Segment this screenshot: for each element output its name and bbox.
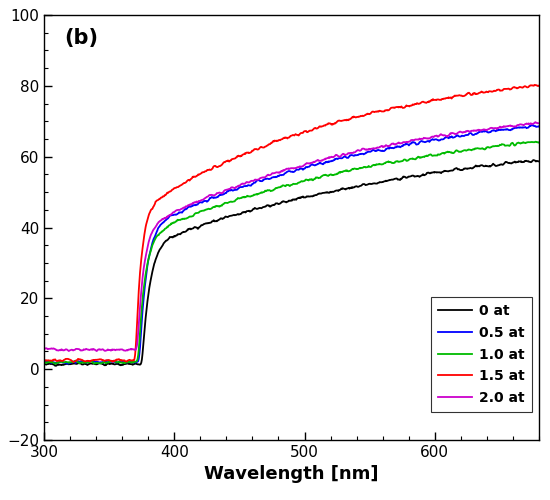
0.5 at bbox=[528, 122, 535, 128]
1.0 at bbox=[329, 172, 336, 178]
0 at bbox=[52, 363, 58, 369]
1.5 at bbox=[342, 117, 348, 123]
2.0 at bbox=[356, 148, 363, 154]
X-axis label: Wavelength [nm]: Wavelength [nm] bbox=[204, 466, 379, 483]
1.5 at bbox=[536, 83, 542, 89]
0.5 at bbox=[64, 361, 71, 367]
Line: 2.0 at: 2.0 at bbox=[44, 122, 539, 351]
0.5 at bbox=[342, 154, 348, 160]
Text: (b): (b) bbox=[64, 28, 98, 48]
Line: 1.5 at: 1.5 at bbox=[44, 85, 539, 362]
0.5 at bbox=[329, 158, 336, 164]
1.5 at bbox=[417, 100, 424, 106]
2.0 at bbox=[41, 346, 47, 352]
0.5 at bbox=[72, 360, 78, 366]
2.0 at bbox=[417, 136, 424, 142]
0.5 at bbox=[468, 130, 474, 136]
2.0 at bbox=[532, 119, 538, 125]
0 at bbox=[342, 186, 348, 192]
1.5 at bbox=[70, 359, 77, 365]
0 at bbox=[468, 165, 474, 171]
2.0 at bbox=[329, 154, 336, 160]
1.0 at bbox=[468, 147, 474, 153]
Line: 1.0 at: 1.0 at bbox=[44, 142, 539, 364]
0.5 at bbox=[41, 358, 47, 364]
1.5 at bbox=[72, 358, 78, 364]
1.5 at bbox=[531, 82, 538, 88]
0 at bbox=[530, 157, 537, 163]
2.0 at bbox=[94, 348, 100, 354]
1.0 at bbox=[72, 358, 78, 364]
2.0 at bbox=[342, 152, 348, 158]
1.0 at bbox=[41, 360, 47, 366]
0 at bbox=[72, 360, 78, 366]
2.0 at bbox=[536, 120, 542, 126]
0 at bbox=[417, 174, 424, 180]
Legend: 0 at, 0.5 at, 1.0 at, 1.5 at, 2.0 at: 0 at, 0.5 at, 1.0 at, 1.5 at, 2.0 at bbox=[431, 298, 532, 412]
1.0 at bbox=[52, 361, 58, 367]
0.5 at bbox=[356, 151, 363, 157]
2.0 at bbox=[468, 128, 474, 134]
1.5 at bbox=[356, 114, 363, 119]
1.5 at bbox=[41, 358, 47, 364]
1.5 at bbox=[329, 121, 336, 127]
Line: 0.5 at: 0.5 at bbox=[44, 125, 539, 364]
2.0 at bbox=[71, 347, 78, 353]
Line: 0 at: 0 at bbox=[44, 160, 539, 366]
1.0 at bbox=[356, 165, 363, 171]
0 at bbox=[536, 158, 542, 164]
0.5 at bbox=[417, 139, 424, 145]
0 at bbox=[41, 361, 47, 367]
1.5 at bbox=[468, 92, 474, 98]
1.0 at bbox=[342, 168, 348, 174]
1.0 at bbox=[417, 154, 424, 160]
0 at bbox=[329, 188, 336, 194]
1.0 at bbox=[536, 140, 542, 145]
1.0 at bbox=[532, 139, 539, 145]
0 at bbox=[356, 183, 363, 189]
0.5 at bbox=[536, 123, 542, 129]
